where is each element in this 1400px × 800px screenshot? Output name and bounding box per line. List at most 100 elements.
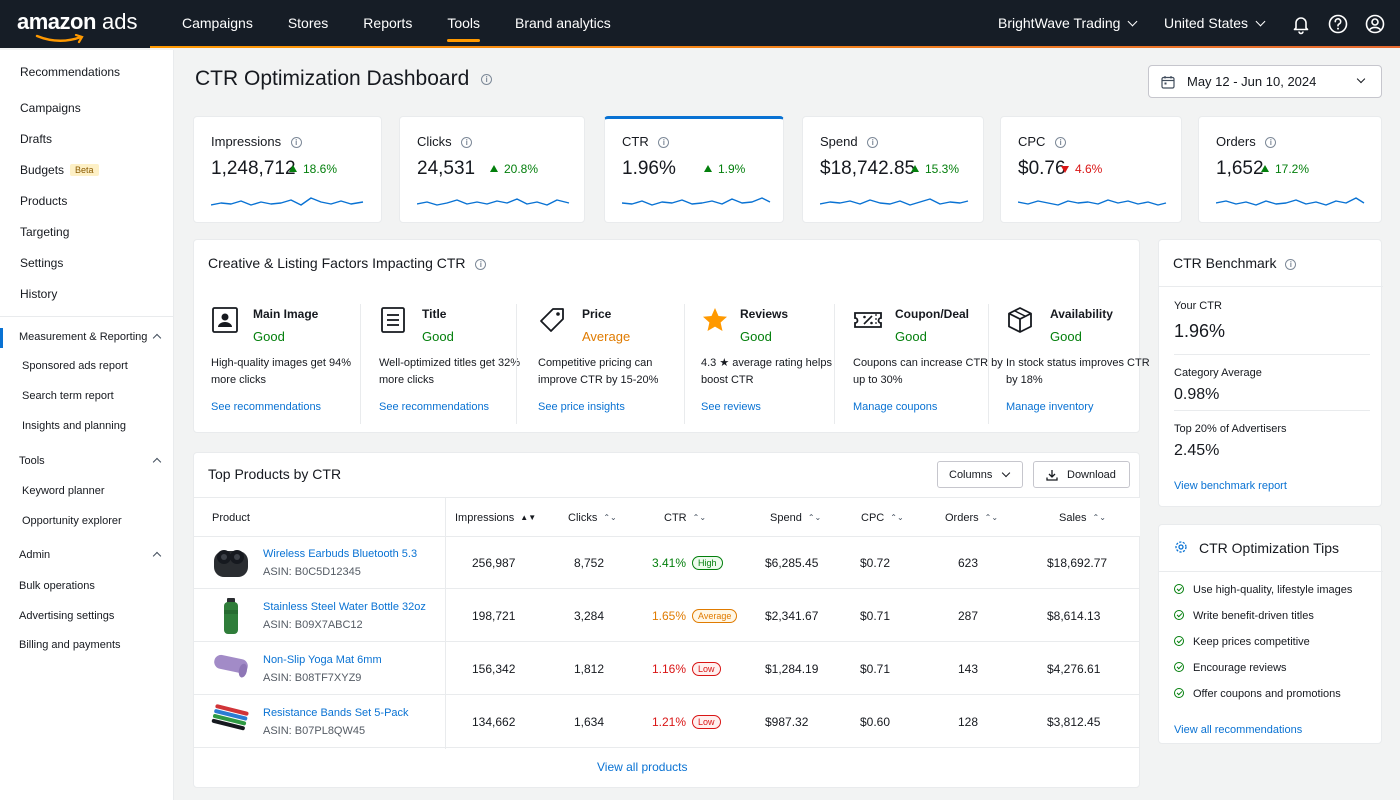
sidebar-item-campaigns[interactable]: Campaigns [20, 101, 81, 115]
info-icon[interactable]: i [1265, 137, 1277, 149]
sidebar-item-recommendations[interactable]: Recommendations [20, 65, 121, 79]
factor-link[interactable]: Manage coupons [853, 401, 938, 413]
category-average-value: 0.98% [1174, 386, 1220, 403]
kpi-label-text: Spend [820, 134, 858, 149]
th-label: Sales [1059, 512, 1087, 524]
factor-link[interactable]: See recommendations [211, 401, 322, 413]
table-row[interactable]: Non-Slip Yoga Mat 6mm ASIN: B08TF7XYZ9 1… [194, 643, 1140, 695]
check-circle-icon [1174, 610, 1184, 620]
nav-campaigns[interactable]: Campaigns [182, 15, 253, 31]
help-icon[interactable] [1327, 13, 1349, 35]
sidebar-item-drafts[interactable]: Drafts [20, 132, 53, 146]
nav-stores[interactable]: Stores [287, 15, 329, 31]
th-impressions[interactable]: Impressions ▲▼ [455, 512, 536, 524]
table-row[interactable]: Stainless Steel Water Bottle 32oz ASIN: … [194, 590, 1140, 642]
kpi-value: $18,742.85 [820, 158, 916, 179]
columns-button[interactable]: Columns [937, 461, 1023, 488]
kpi-card-spend[interactable]: Spend i $18,742.85 15.3% [802, 116, 984, 223]
download-button[interactable]: Download [1033, 461, 1130, 488]
sidebar-item-insights-planning[interactable]: Insights and planning [22, 420, 126, 432]
sidebar-item-settings[interactable]: Settings [20, 256, 64, 270]
factor-name: Coupon/Deal [895, 307, 969, 321]
factor-link[interactable]: See price insights [538, 401, 625, 413]
factor-status: Good [253, 329, 285, 344]
product-name-link[interactable]: Non-Slip Yoga Mat 6mm [263, 654, 382, 666]
sidebar-item-keyword-planner[interactable]: Keyword planner [22, 485, 105, 497]
sidebar-item-products[interactable]: Products [20, 194, 68, 208]
info-icon[interactable]: i [475, 258, 487, 270]
your-ctr-value: 1.96% [1174, 321, 1226, 341]
info-icon[interactable]: i [290, 137, 302, 149]
table-row[interactable]: Resistance Bands Set 5-Pack ASIN: B07PL8… [194, 696, 1140, 748]
th-spend[interactable]: Spend ⌃⌄ [770, 512, 821, 524]
sort-icon: ⌃⌄ [1092, 513, 1106, 522]
th-clicks[interactable]: Clicks ⌃⌄ [568, 512, 617, 524]
cell-spend: $1,284.19 [765, 662, 819, 676]
sidebar-item-history[interactable]: History [20, 287, 58, 301]
sidebar-item-budgets[interactable]: Budgets Beta [20, 163, 99, 177]
sidebar-item-opportunity-explorer[interactable]: Opportunity explorer [22, 515, 122, 527]
info-icon[interactable]: i [1285, 258, 1297, 270]
view-all-products-link[interactable]: View all products [597, 760, 688, 774]
factor-link[interactable]: See reviews [701, 401, 761, 413]
nav-reports[interactable]: Reports [363, 15, 413, 31]
user-icon[interactable] [1364, 13, 1386, 35]
section-label: Admin [19, 549, 51, 561]
info-icon[interactable]: i [867, 137, 879, 149]
amazon-ads-logo[interactable]: amazon ads [17, 9, 147, 44]
th-cpc[interactable]: CPC ⌃⌄ [861, 512, 904, 524]
sidebar-item-targeting[interactable]: Targeting [20, 225, 70, 239]
view-benchmark-report-link[interactable]: View benchmark report [1174, 480, 1287, 492]
kpi-card-ctr[interactable]: CTR i 1.96% 1.9% [604, 116, 784, 223]
page-title: CTR Optimization Dashboard i [195, 67, 493, 91]
kpi-delta: 20.8% [490, 162, 538, 176]
table-row[interactable]: Wireless Earbuds Bluetooth 5.3 ASIN: B0C… [194, 537, 1140, 589]
kpi-card-orders[interactable]: Orders i 1,652 17.2% [1198, 116, 1382, 223]
sidebar-item-advertising-settings[interactable]: Advertising settings [19, 610, 115, 622]
sidebar-section-tools[interactable]: Tools [19, 455, 164, 467]
tip-text: Keep prices competitive [1193, 636, 1310, 648]
cell-sales: $18,692.77 [1047, 556, 1108, 570]
cell-cpc: $0.60 [860, 715, 891, 729]
view-all-recommendations-link[interactable]: View all recommendations [1174, 724, 1303, 736]
section-label: Tools [19, 455, 45, 467]
country-name: United States [1164, 15, 1249, 31]
kpi-card-impressions[interactable]: Impressions i 1,248,712 18.6% [193, 116, 382, 223]
kpi-card-clicks[interactable]: Clicks i 24,531 20.8% [399, 116, 585, 223]
sidebar-item-bulk-operations[interactable]: Bulk operations [19, 580, 95, 592]
sidebar-section-admin[interactable]: Admin [19, 549, 164, 561]
account-switcher[interactable]: BrightWave Trading [998, 15, 1138, 31]
kpi-sparkline [1216, 197, 1365, 206]
th-label: Spend [770, 512, 802, 524]
kpi-label-text: Impressions [211, 134, 282, 149]
smile-arrow-icon [35, 34, 84, 44]
info-icon[interactable]: i [1055, 137, 1067, 149]
th-sales[interactable]: Sales ⌃⌄ [1059, 512, 1106, 524]
info-icon[interactable]: i [461, 137, 473, 149]
cell-clicks: 1,634 [574, 715, 605, 729]
product-name-link[interactable]: Wireless Earbuds Bluetooth 5.3 [263, 548, 418, 560]
th-orders[interactable]: Orders ⌃⌄ [945, 512, 998, 524]
sidebar-section-measurement-reporting[interactable]: Measurement & Reporting [19, 331, 164, 343]
sidebar-item-search-term-report[interactable]: Search term report [22, 390, 114, 402]
sidebar-item-sponsored-ads-report[interactable]: Sponsored ads report [22, 360, 128, 372]
nav-tools[interactable]: Tools [447, 0, 480, 48]
kpi-card-cpc[interactable]: CPC i $0.76 4.6% [1000, 116, 1182, 223]
nav-brand-analytics[interactable]: Brand analytics [515, 15, 611, 31]
sidebar-item-billing-payments[interactable]: Billing and payments [19, 639, 121, 651]
th-ctr[interactable]: CTR ⌃⌄ [664, 512, 706, 524]
product-thumbnail [211, 649, 251, 684]
date-range-picker[interactable]: May 12 - Jun 10, 2024 [1148, 65, 1382, 98]
factor-link[interactable]: See recommendations [379, 401, 490, 413]
document-icon [379, 306, 407, 339]
info-icon[interactable]: i [658, 137, 670, 149]
chevron-down-icon [1255, 16, 1266, 26]
product-name-link[interactable]: Resistance Bands Set 5-Pack [263, 707, 409, 719]
chevron-down-icon [1127, 16, 1138, 26]
product-name-link[interactable]: Stainless Steel Water Bottle 32oz [263, 601, 426, 613]
factor-link[interactable]: Manage inventory [1006, 401, 1094, 413]
bell-icon[interactable] [1290, 13, 1312, 35]
kpi-sparkline [211, 197, 364, 206]
country-switcher[interactable]: United States [1164, 15, 1266, 31]
info-icon[interactable]: i [481, 73, 493, 85]
